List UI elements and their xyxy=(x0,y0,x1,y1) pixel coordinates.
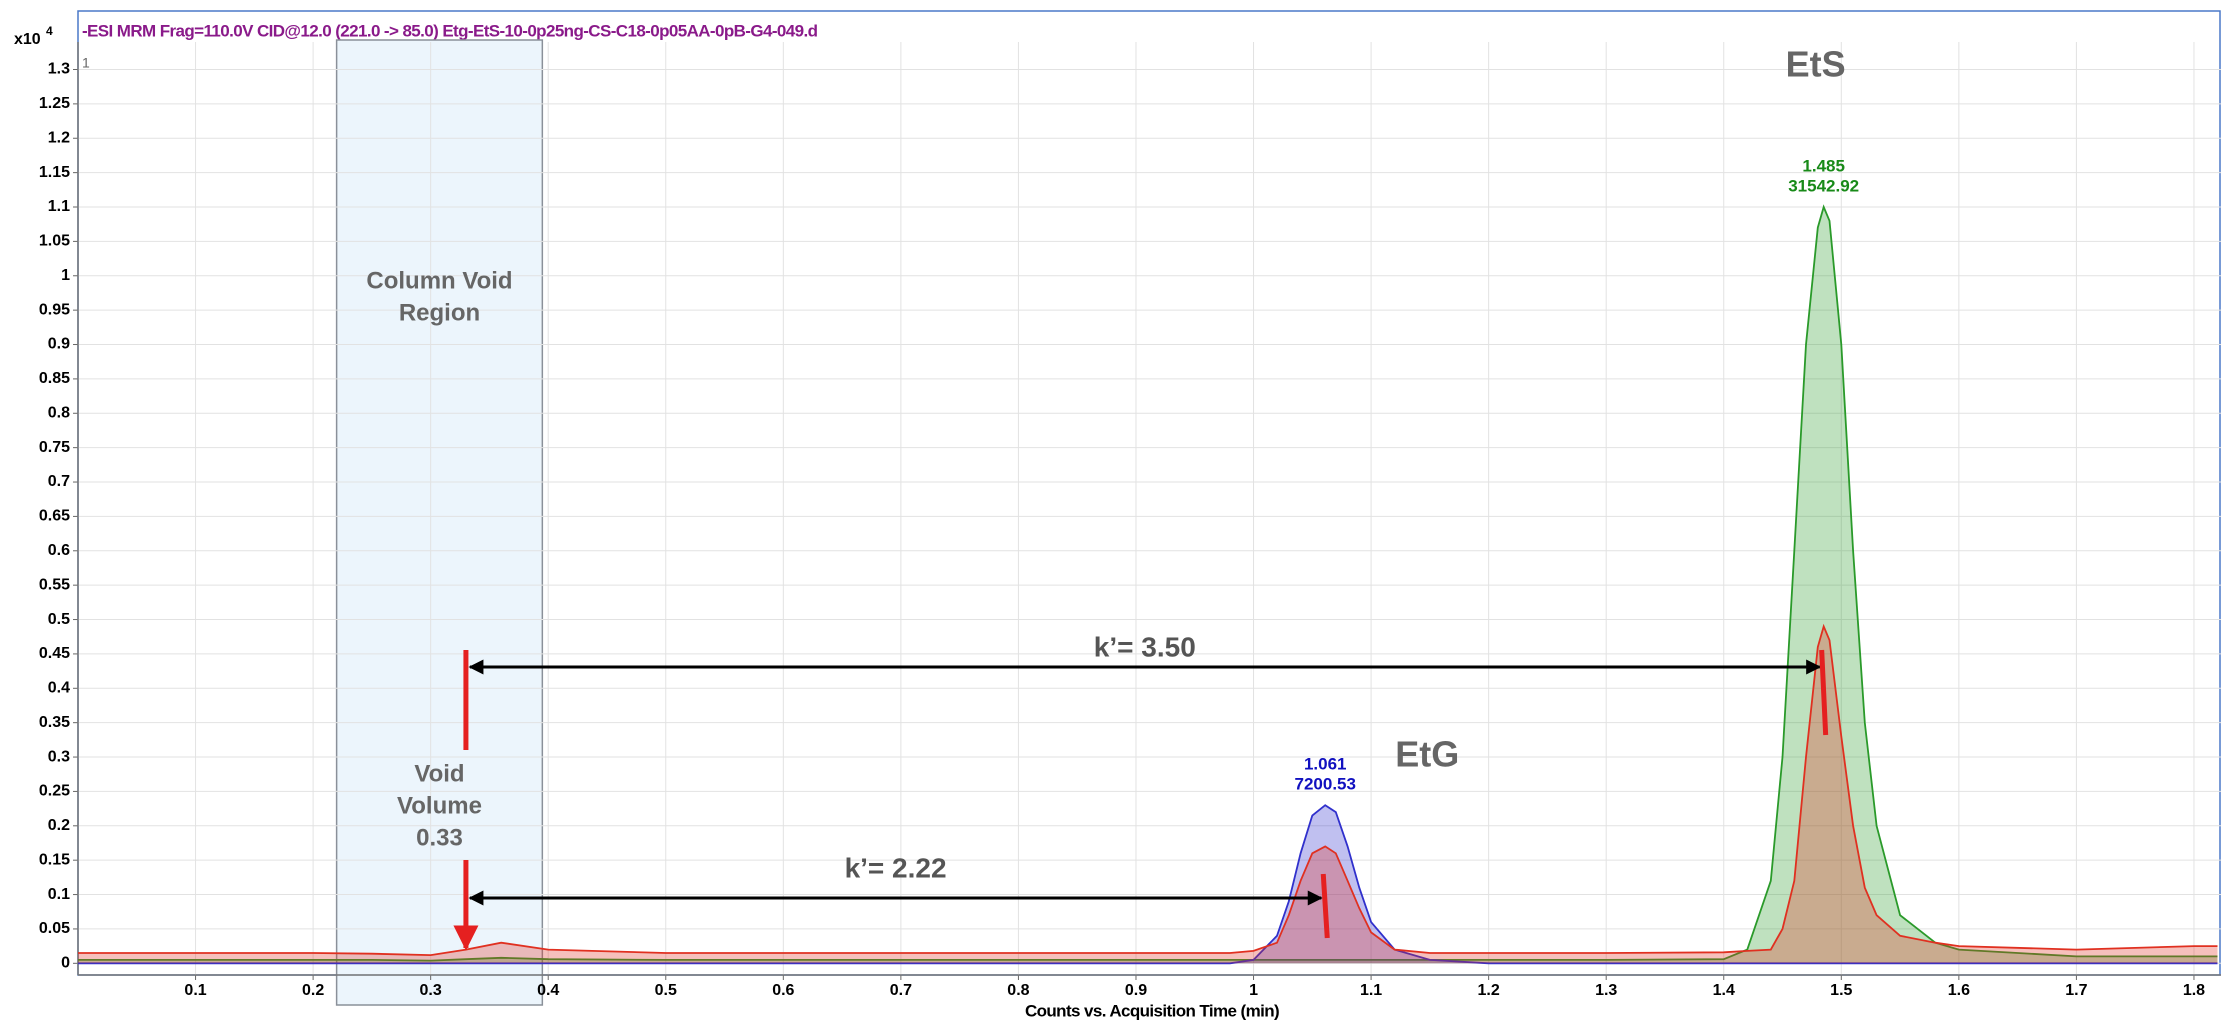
y-tick-label: 0.55 xyxy=(39,576,70,593)
x-tick-label: 0.7 xyxy=(890,982,912,999)
y-exponent: 4 xyxy=(46,24,53,38)
x-tick-label: 1.3 xyxy=(1595,982,1617,999)
x-tick-label: 0.3 xyxy=(420,982,442,999)
y-tick-label: 0.9 xyxy=(48,336,70,353)
y-tick-label: 0.1 xyxy=(48,886,70,903)
y-multiplier: x10 xyxy=(14,31,41,48)
x-tick-label: 1 xyxy=(1249,982,1258,999)
void-region xyxy=(335,39,544,1006)
k-label: k’= 3.50 xyxy=(1094,631,1196,662)
x-tick-label: 1.5 xyxy=(1830,982,1852,999)
peak-rt: 1.485 xyxy=(1802,156,1845,175)
void-region-label: Region xyxy=(399,299,480,326)
void-volume-label: Volume xyxy=(397,792,482,819)
x-tick-label: 0.8 xyxy=(1007,982,1029,999)
x-tick-label: 1.1 xyxy=(1360,982,1382,999)
trace-line xyxy=(78,623,2218,957)
peak-name: EtG xyxy=(1395,734,1459,775)
y-tick-label: 0.4 xyxy=(48,680,70,697)
y-tick-label: 0.95 xyxy=(39,301,70,318)
peak-marker xyxy=(1320,873,1330,939)
void-volume-value: 0.33 xyxy=(416,824,463,851)
peak-area: 31542.92 xyxy=(1788,176,1859,195)
trace-line xyxy=(78,204,2218,962)
x-tick-label: 1.2 xyxy=(1478,982,1500,999)
peak-area: 7200.53 xyxy=(1295,775,1356,794)
y-tick-label: 0.5 xyxy=(48,611,70,628)
y-tick-label: 1.1 xyxy=(48,198,70,215)
y-tick-label: 0.65 xyxy=(39,508,70,525)
y-tick-label: 0.8 xyxy=(48,404,70,421)
y-tick-label: 0 xyxy=(61,955,70,972)
y-tick-label: 0.15 xyxy=(39,851,70,868)
x-tick-label: 0.9 xyxy=(1125,982,1147,999)
panel-label: 1 xyxy=(82,55,90,71)
y-tick-label: 0.2 xyxy=(48,817,70,834)
chart-title: -ESI MRM Frag=110.0V CID@12.0 (221.0 -> … xyxy=(82,21,818,40)
y-tick-label: 1.05 xyxy=(39,233,70,250)
trace-line xyxy=(78,804,2218,965)
x-tick-label: 1.8 xyxy=(2183,982,2205,999)
y-tick-label: 0.05 xyxy=(39,920,70,937)
y-tick-label: 0.25 xyxy=(39,783,70,800)
void-volume-label: Void xyxy=(414,760,464,787)
y-tick-label: 1 xyxy=(61,267,70,284)
x-tick-label: 0.4 xyxy=(537,982,559,999)
y-tick-label: 0.45 xyxy=(39,645,70,662)
y-tick-label: 1.25 xyxy=(39,95,70,112)
x-tick-label: 0.6 xyxy=(772,982,794,999)
y-tick-label: 0.75 xyxy=(39,439,70,456)
x-tick-label: 0.1 xyxy=(184,982,206,999)
y-tick-label: 1.15 xyxy=(39,164,70,181)
y-tick-label: 1.3 xyxy=(48,61,70,78)
y-tick-label: 0.35 xyxy=(39,714,70,731)
k-label: k’= 2.22 xyxy=(845,852,947,883)
x-tick-label: 1.7 xyxy=(2065,982,2087,999)
y-tick-label: 0.7 xyxy=(48,473,70,490)
peak-rt: 1.061 xyxy=(1304,755,1347,774)
peak-name: EtS xyxy=(1786,44,1846,85)
x-tick-label: 1.4 xyxy=(1713,982,1735,999)
peak-marker xyxy=(1819,649,1829,736)
x-tick-label: 0.2 xyxy=(302,982,324,999)
y-tick-label: 0.85 xyxy=(39,370,70,387)
y-tick-label: 0.3 xyxy=(48,748,70,765)
x-tick-label: 1.6 xyxy=(1948,982,1970,999)
y-tick-label: 1.2 xyxy=(48,129,70,146)
x-axis-label: Counts vs. Acquisition Time (min) xyxy=(1025,1001,1279,1020)
y-tick-label: 0.6 xyxy=(48,542,70,559)
void-region-label: Column Void xyxy=(366,267,512,294)
x-tick-label: 0.5 xyxy=(655,982,677,999)
